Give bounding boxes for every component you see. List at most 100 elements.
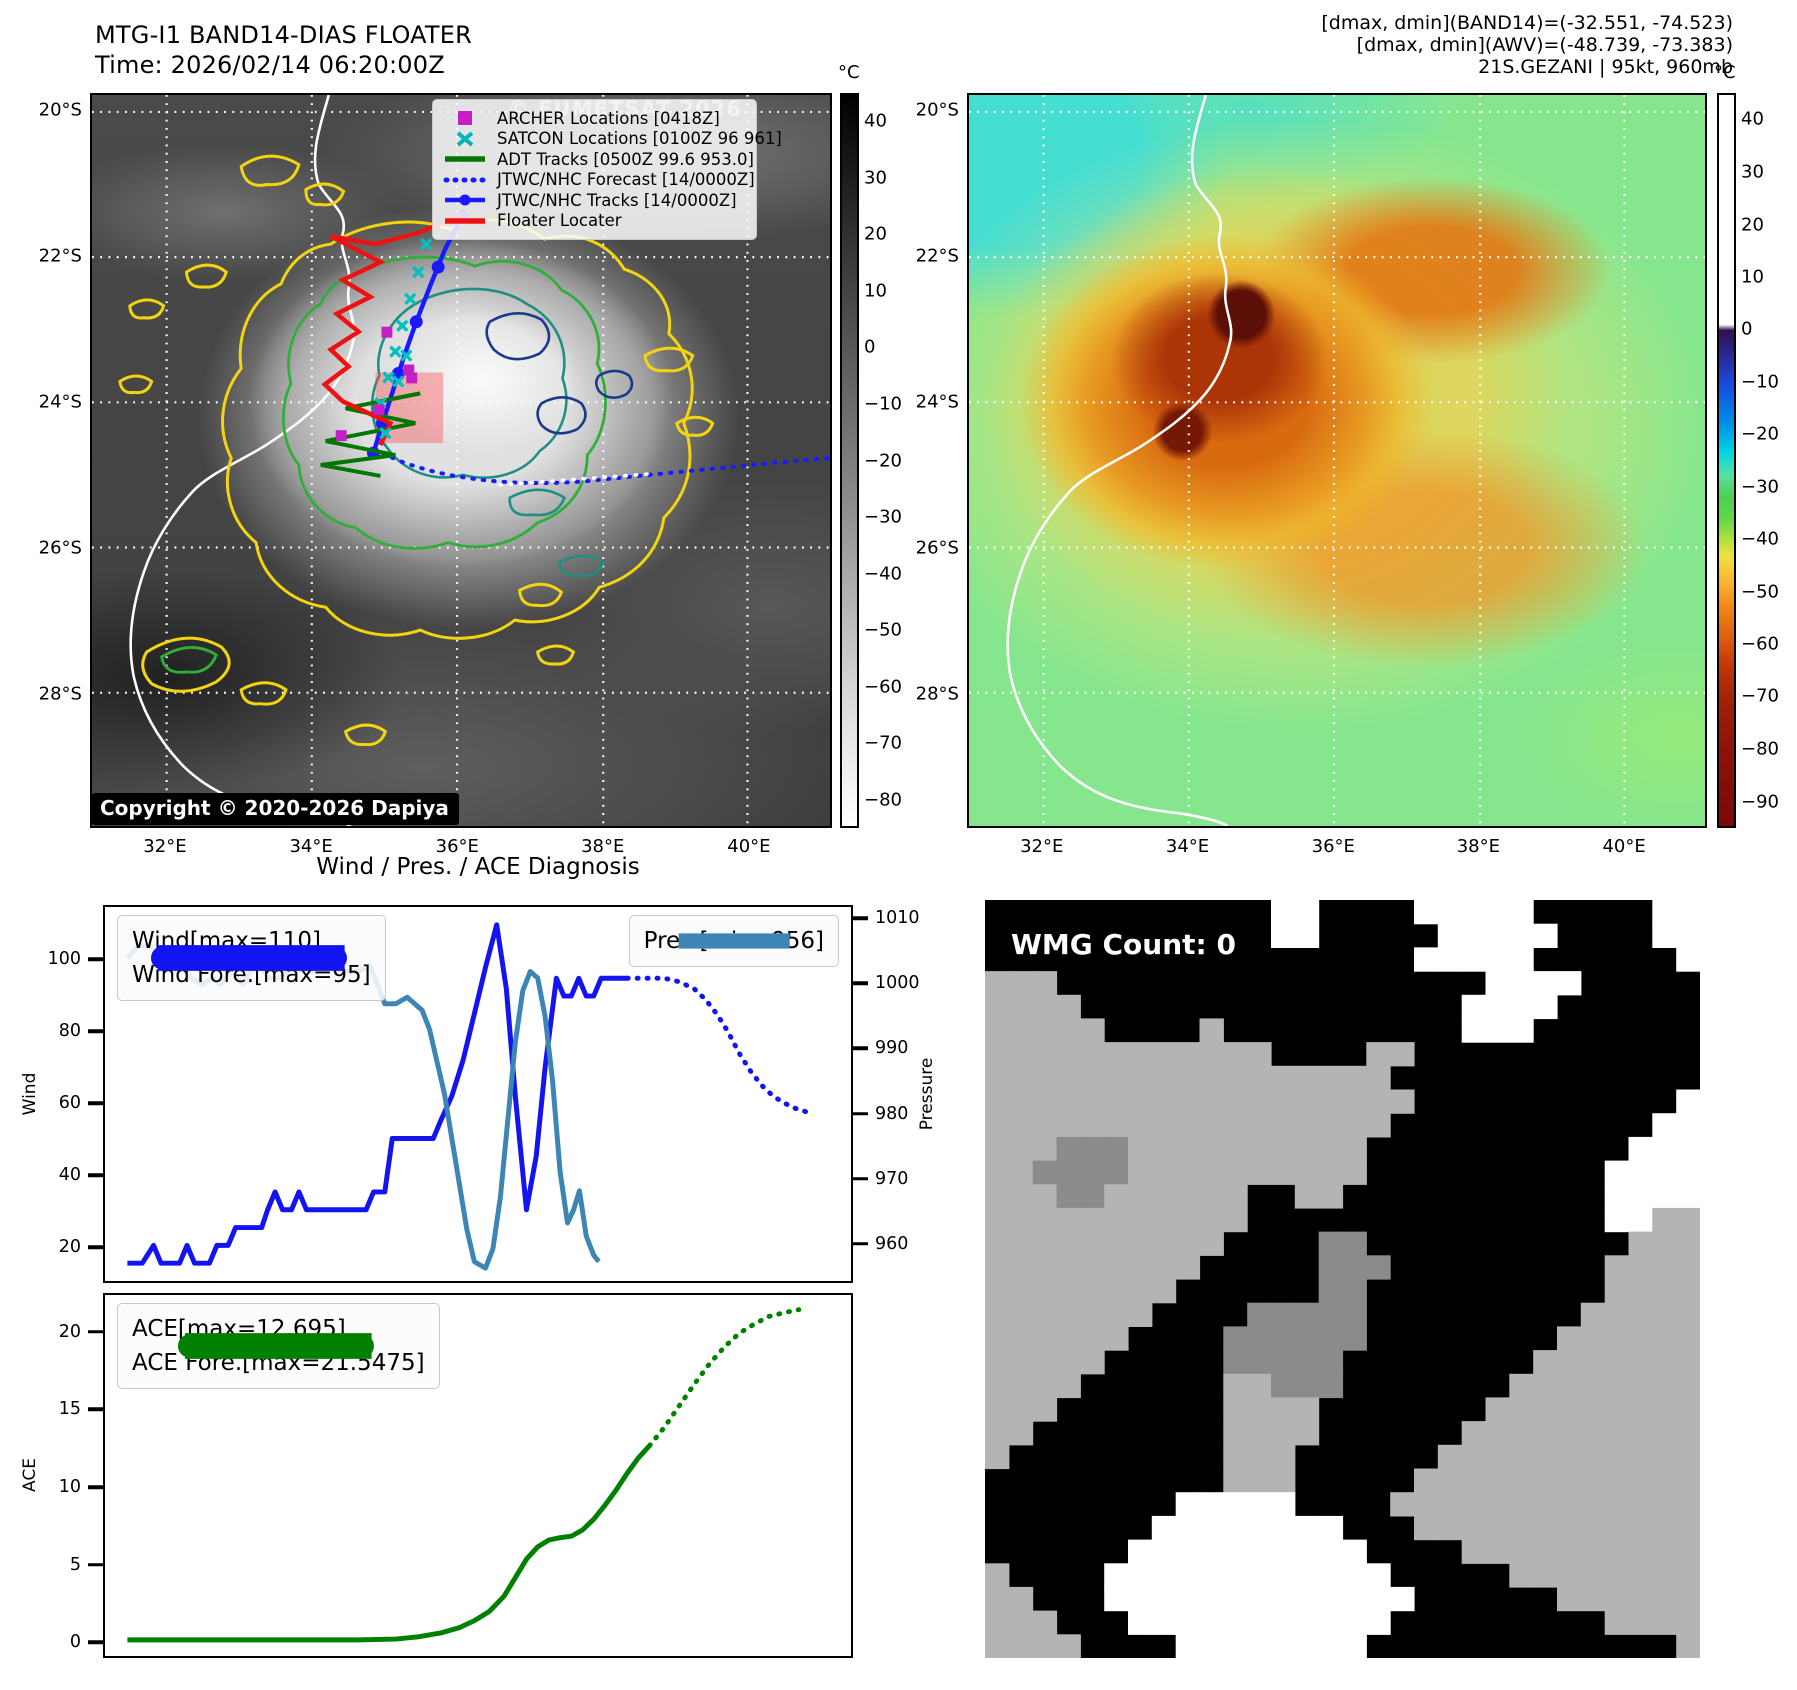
tick-label: 28°S [38, 683, 82, 705]
wmg-cell [1628, 1444, 1653, 1470]
wmg-cell [1271, 923, 1296, 948]
tick-label: 20°S [38, 99, 82, 121]
wmg-cell [1676, 1634, 1700, 1658]
wmg-cell [985, 1634, 1010, 1658]
wmg-cell [1604, 1563, 1630, 1588]
wmg-cell [1485, 1397, 1510, 1422]
wmg-cell [1604, 1207, 1630, 1233]
wmg-count-label: WMG Count: 0 [1011, 928, 1236, 961]
wmg-cell [1509, 1492, 1534, 1517]
wmg-cell [1437, 947, 1463, 972]
tick-label: 40 [1741, 108, 1764, 130]
legend-entry: SATCON Locations [0100Z 96 961] [442, 129, 782, 148]
wmg-cell [1676, 1207, 1700, 1233]
band14-colorbar-unit: °C [838, 62, 860, 83]
wmg-cell [1366, 1610, 1391, 1635]
wmg-cell [1628, 1468, 1653, 1493]
wmg-cell [1342, 1610, 1367, 1635]
legend-entry: JTWC/NHC Tracks [14/0000Z] [442, 191, 747, 210]
wmg-cell [1008, 1113, 1034, 1138]
wmg-cell [1151, 1113, 1177, 1138]
page-timestamp: Time: 2026/02/14 06:20:00Z [95, 51, 445, 79]
wmg-cell [1175, 1113, 1201, 1138]
wmg-cell [1390, 1089, 1415, 1114]
wmg-cell [1128, 1255, 1153, 1280]
wmg-cell [1199, 1042, 1224, 1067]
charts-title: Wind / Pres. / ACE Diagnosis [316, 854, 640, 880]
wmg-cell [1533, 1397, 1558, 1422]
wmg-cell [1652, 1231, 1677, 1256]
wmg-cell [1342, 1255, 1367, 1280]
wmg-cell [1056, 1279, 1081, 1304]
series-ace-fore- [647, 1307, 802, 1449]
wmg-cell [1652, 1184, 1677, 1209]
wmg-cell [1128, 1586, 1153, 1612]
wmg-cell [1008, 1634, 1034, 1658]
wmg-cell [1318, 1302, 1344, 1327]
wmg-cell [1056, 1136, 1081, 1162]
tick-label: 10 [864, 280, 887, 302]
wmg-cell [1223, 1160, 1248, 1185]
wmg-cell [1008, 971, 1034, 996]
wmg-cell [1104, 1042, 1129, 1067]
wmg-cell [1271, 1492, 1296, 1517]
wmg-cell [1151, 1279, 1177, 1304]
wmg-cell [1676, 1421, 1700, 1446]
dotted-swatch-icon [443, 177, 488, 182]
wmg-cell [1032, 971, 1058, 996]
wmg-cell [1485, 947, 1510, 972]
wmg-cell [1580, 1350, 1606, 1375]
wmg-cell [1342, 1634, 1367, 1658]
wmg-cell [1032, 1634, 1058, 1658]
wmg-cell [1199, 1231, 1224, 1256]
wmg-cell [1557, 1444, 1582, 1470]
wmg-cell [1318, 1136, 1344, 1162]
storm-id-intensity: 21S.GEZANI | 95kt, 960mb [1478, 56, 1733, 78]
wmg-cell [1247, 1492, 1272, 1517]
wmg-cell [1318, 1113, 1344, 1138]
wmg-cell [1032, 1231, 1058, 1256]
wmg-cell [1032, 1184, 1058, 1209]
wmg-cell [1509, 1444, 1534, 1470]
wmg-cell [1151, 1065, 1177, 1091]
wmg-cell [1151, 1539, 1177, 1564]
wmg-panel: WMG Count: 0 [985, 900, 1700, 1658]
tick-label: 34°E [1165, 836, 1210, 857]
wmg-cell [1533, 1468, 1558, 1493]
wmg-cell [1294, 1586, 1320, 1612]
forecast-white-dotted [498, 472, 651, 487]
tick-label: 36°E [435, 836, 479, 857]
wmg-cell [1557, 1563, 1582, 1588]
wmg-cell [1604, 1421, 1630, 1446]
tick-label: 0 [1741, 318, 1753, 340]
wmg-cell [1676, 1468, 1700, 1493]
tick-label: 26°S [38, 537, 82, 559]
wmg-cell [1199, 1610, 1224, 1635]
wmg-cell [1533, 971, 1558, 996]
wmg-cell [1557, 971, 1582, 996]
wmg-cell [1342, 1539, 1367, 1564]
wmg-cell [1485, 900, 1510, 925]
wmg-cell [1247, 1302, 1272, 1327]
tick-label: 26°S [915, 537, 959, 559]
wmg-cell [1461, 1515, 1487, 1541]
wmg-cell [1628, 1326, 1653, 1351]
wmg-cell [1247, 1042, 1272, 1067]
wmg-cell [1676, 1160, 1700, 1185]
wmg-cell [1652, 1468, 1677, 1493]
wmg-cell [1223, 1136, 1248, 1162]
wmg-cell [1676, 1444, 1700, 1470]
wmg-cell [1461, 1444, 1487, 1470]
wmg-cell [1223, 1089, 1248, 1114]
wmg-cell [1223, 1634, 1248, 1658]
wind-pressure-chart: Wind[max=110]Wind Fore.[max=95] Pres.[mi… [103, 905, 853, 1283]
awv-colorbar [1717, 93, 1736, 828]
legend-entry: Wind Fore.[max=95] [132, 946, 371, 992]
wmg-cell [1247, 1610, 1272, 1635]
grid-lines [969, 95, 1705, 826]
ace-axis-ticks: 0 5 10 15 20 [41, 1293, 103, 1658]
wmg-cell [1056, 1160, 1081, 1185]
wmg-cell [1199, 1160, 1224, 1185]
wmg-cell [1032, 1302, 1058, 1327]
wmg-cell [1199, 1113, 1224, 1138]
